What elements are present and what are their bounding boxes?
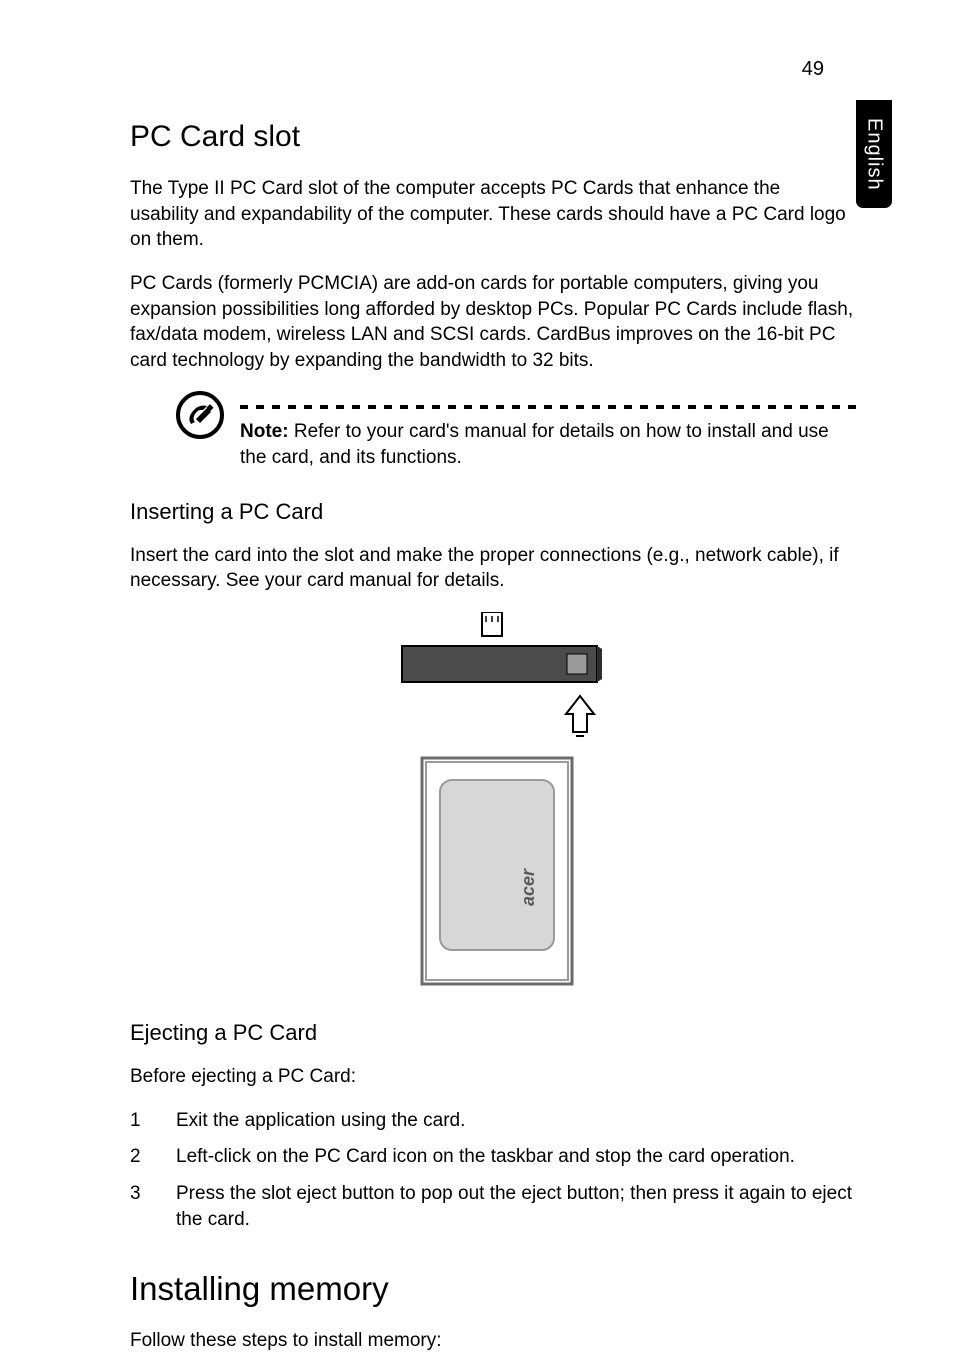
installing-memory-para: Follow these steps to install memory: xyxy=(130,1328,854,1354)
ejecting-heading: Ejecting a PC Card xyxy=(130,1020,854,1046)
note-text-area: Note: Refer to your card's manual for de… xyxy=(240,391,856,470)
note-body: Refer to your card's manual for details … xyxy=(240,421,829,468)
step-number: 1 xyxy=(130,1108,150,1135)
eject-step-1: 1 Exit the application using the card. xyxy=(130,1108,854,1135)
language-tab: English xyxy=(856,100,892,208)
pc-card-figure: acer xyxy=(130,612,854,992)
note-icon xyxy=(176,391,224,439)
eject-steps-list: 1 Exit the application using the card. 2… xyxy=(130,1108,854,1234)
note-label: Note: xyxy=(240,421,289,442)
eject-step-2: 2 Left-click on the PC Card icon on the … xyxy=(130,1144,854,1171)
step-text: Press the slot eject button to pop out t… xyxy=(176,1181,854,1234)
step-text: Exit the application using the card. xyxy=(176,1108,854,1135)
inserting-heading: Inserting a PC Card xyxy=(130,499,854,525)
ejecting-intro: Before ejecting a PC Card: xyxy=(130,1064,854,1090)
pc-card-slot-heading: PC Card slot xyxy=(130,120,854,154)
installing-memory-heading: Installing memory xyxy=(130,1270,854,1308)
content-area: PC Card slot The Type II PC Card slot of… xyxy=(130,120,854,1354)
inserting-para: Insert the card into the slot and make t… xyxy=(130,543,854,594)
language-tab-label: English xyxy=(863,118,886,191)
note-divider xyxy=(240,405,856,409)
page-number: 49 xyxy=(802,58,824,81)
step-number: 2 xyxy=(130,1144,150,1171)
pc-card-slot-para-2: PC Cards (formerly PCMCIA) are add-on ca… xyxy=(130,271,854,374)
note-block: Note: Refer to your card's manual for de… xyxy=(176,391,854,470)
eject-step-3: 3 Press the slot eject button to pop out… xyxy=(130,1181,854,1234)
note-text: Note: Refer to your card's manual for de… xyxy=(240,419,856,470)
page: 49 English PC Card slot The Type II PC C… xyxy=(0,0,954,1369)
pc-card-slot-para-1: The Type II PC Card slot of the computer… xyxy=(130,176,854,253)
card-brand-label: acer xyxy=(518,868,538,906)
step-text: Left-click on the PC Card icon on the ta… xyxy=(176,1144,854,1171)
step-number: 3 xyxy=(130,1181,150,1234)
